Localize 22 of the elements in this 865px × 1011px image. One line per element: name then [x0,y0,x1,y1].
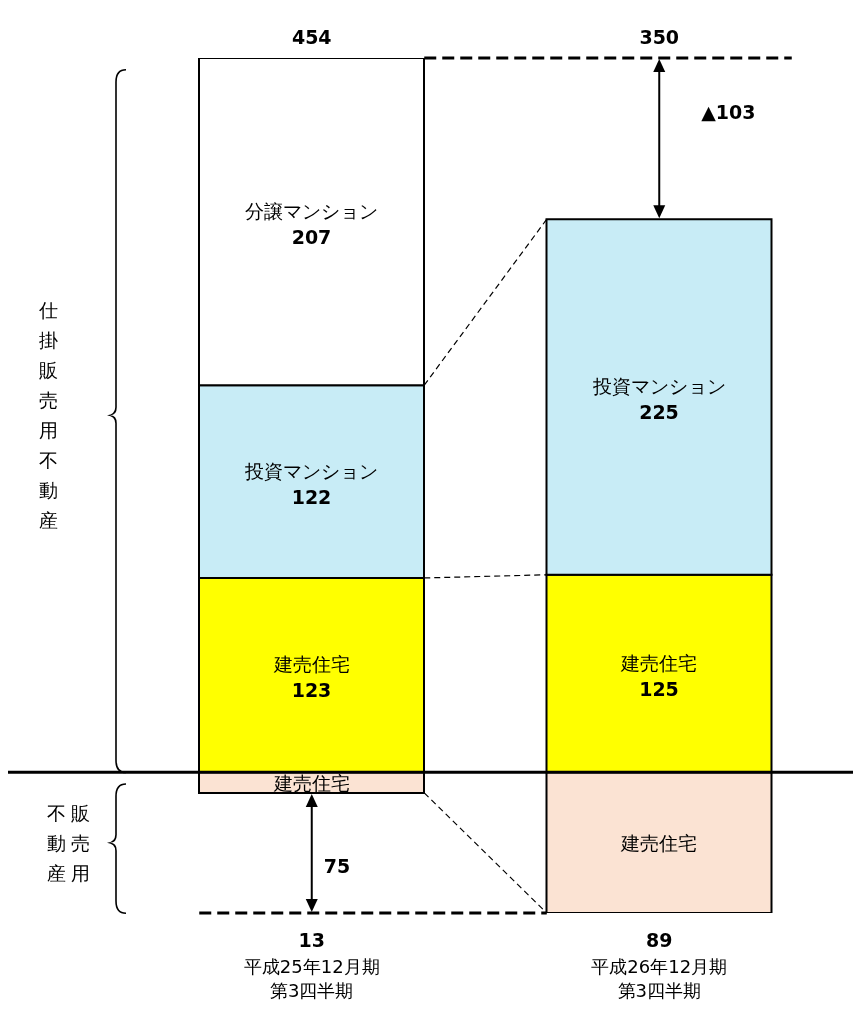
annotation: 350 [639,26,680,48]
annotation: 仕掛販売用不動産 [37,299,58,532]
annotation: 13 [298,929,325,951]
data-label: 123 [291,679,332,702]
x-tick-label: 平成25年12月期第3四半期 [243,956,380,1001]
data-label: 125 [639,677,679,700]
text: 販売用不動産 [46,801,90,884]
data-label: 122 [291,485,332,508]
annotation: ▲103 [701,100,756,123]
text: 建売住宅 [273,653,350,676]
annotation: 454 [291,26,332,48]
data-label: 207 [291,225,332,248]
annotation: 75 [323,854,351,877]
data-label: 225 [639,401,679,423]
annotation: 89 [646,929,673,951]
series-label: 投資マンション [244,459,378,482]
x-tick-label: 平成26年12月期第3四半期 [591,956,728,1001]
series-label: 分譲マンション [245,199,378,222]
text: 投資マンション [592,375,726,397]
series-label: 建売住宅 [620,831,697,854]
series-label: 建売住宅 [272,771,350,794]
text: 建売住宅 [621,651,697,674]
